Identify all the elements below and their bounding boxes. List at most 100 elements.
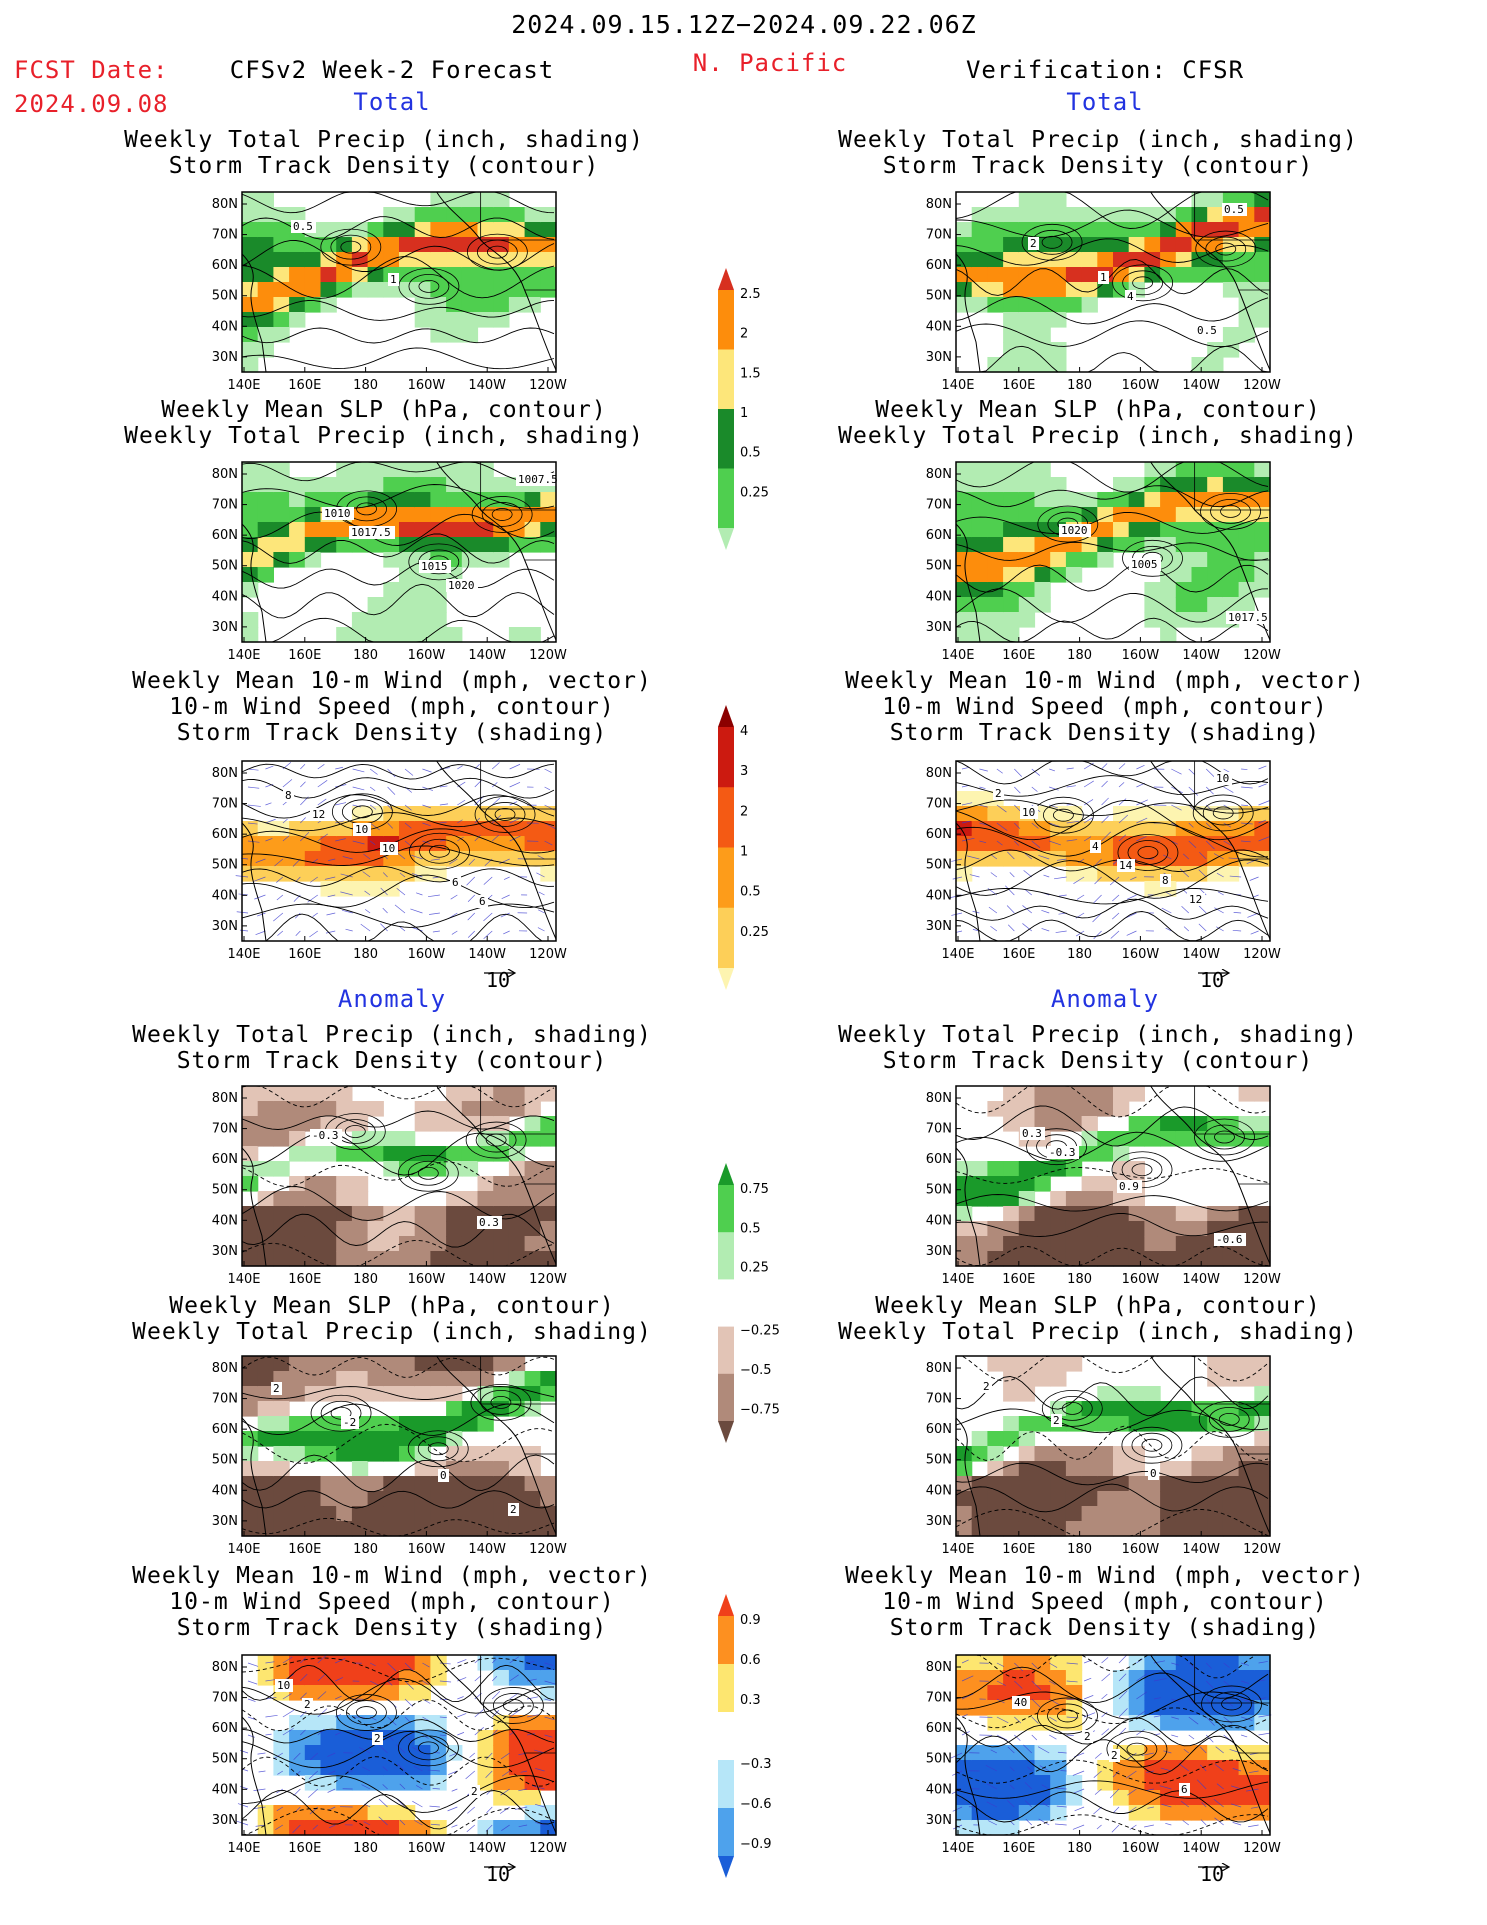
shade-cell (1034, 522, 1051, 538)
shade-cell (1113, 1446, 1130, 1462)
shade-cell (446, 297, 463, 313)
contour-line (241, 1356, 555, 1378)
shade-cell (336, 1386, 353, 1402)
wind-vector (1037, 1746, 1050, 1754)
wind-vector (527, 1714, 539, 1718)
colorbar-svg: 0.90.60.3−0.3−0.6−0.9 (718, 1594, 772, 1878)
shade-cell (477, 552, 494, 568)
contour-line (241, 347, 555, 370)
wind-vector (1112, 912, 1120, 920)
shade-cell (367, 1820, 384, 1836)
lon-label: 160W (1122, 1272, 1160, 1287)
contour-ring (502, 1699, 524, 1712)
title-line: Weekly Mean 10-m Wind (mph, vector) (845, 1563, 1365, 1589)
map-right-slp-precip: 1005 1017.5 1020 80N 70N 60N 50N 40N 30N 140E 160E… (922, 456, 1281, 676)
wind-vector (335, 820, 344, 824)
shade-cell (971, 537, 988, 553)
shade-cell (971, 1745, 988, 1761)
contour-ring (1194, 1118, 1255, 1156)
shade-cell (1175, 207, 1193, 223)
wind-vector (335, 838, 346, 842)
contour-line (955, 1780, 1269, 1799)
lat-label: 60N (926, 1422, 952, 1437)
shade-cell (461, 297, 479, 313)
map-frame (241, 461, 557, 643)
shade-cell (1160, 597, 1177, 613)
lon-label: 120W (1243, 648, 1281, 663)
shade-cell (430, 1820, 447, 1836)
coastline (241, 822, 267, 942)
shade-cell (257, 821, 274, 837)
shade-cell (524, 1386, 541, 1402)
shade-cell (383, 1416, 400, 1432)
wind-vector (1165, 1822, 1172, 1826)
shade-cell (1144, 1416, 1161, 1432)
shade-cell (1144, 1206, 1161, 1222)
shade-cell (1144, 1685, 1161, 1701)
shade-cell (1207, 1506, 1224, 1522)
colorbar-track-total: 4 3 2 1 0.5 0.25 (718, 705, 798, 998)
shade-cell (399, 222, 416, 238)
contour-ring (490, 1395, 512, 1409)
contour-ring (1121, 1157, 1163, 1183)
shade-cell (336, 821, 353, 837)
wind-vector (1141, 1752, 1154, 1756)
shade-cell (1238, 1416, 1255, 1432)
shade-cell (273, 1116, 290, 1132)
shade-cell (1207, 1221, 1224, 1237)
wind-vector (491, 797, 501, 806)
contour-line (241, 461, 555, 482)
wind-vector (527, 1696, 539, 1700)
map-frame (241, 1085, 557, 1267)
shade-cell (461, 1251, 479, 1267)
wind-vector (273, 1752, 284, 1759)
shade-cell (1018, 597, 1036, 613)
shade-cell (1160, 222, 1177, 238)
shade-cell (1191, 207, 1208, 223)
shade-cell (367, 612, 384, 628)
contour-line (241, 1719, 555, 1744)
contour-line (241, 256, 555, 299)
wind-vector (1054, 1787, 1067, 1790)
shade-cell (304, 492, 322, 508)
shade-cell (367, 1506, 384, 1522)
shade-cell (1254, 1386, 1271, 1402)
wind-vector (277, 1770, 284, 1775)
shade-cell (1050, 1236, 1067, 1252)
shade-cell (257, 1491, 274, 1507)
shade-cell (956, 1655, 973, 1671)
shade-cell (430, 597, 447, 613)
shade-cell (1175, 582, 1193, 598)
shade-cell (242, 1446, 259, 1462)
shade-cell (1097, 1386, 1114, 1402)
shade-cell (461, 851, 479, 867)
shade-cell (273, 552, 290, 568)
shade-cell (367, 252, 384, 268)
shade-cell (383, 462, 400, 478)
shade-cell (524, 507, 541, 523)
shade-cell (956, 1521, 973, 1537)
contour-ring (1106, 1730, 1168, 1768)
shade-cell (430, 1101, 447, 1117)
shade-cell (540, 1221, 557, 1237)
shade-cell (242, 1146, 259, 1162)
shade-cell (1160, 567, 1177, 583)
shade-cell (273, 252, 290, 268)
contour-line (955, 849, 1269, 872)
wind-vector (466, 1824, 476, 1833)
contour-label-bg (1117, 1180, 1142, 1193)
shade-cell (1003, 1805, 1020, 1821)
shade-cell (1144, 267, 1161, 283)
shade-cell (351, 1206, 369, 1222)
wind-vector (1223, 1680, 1233, 1688)
wind-vector (255, 930, 266, 935)
coastline (436, 461, 557, 641)
shade-cell (1160, 1760, 1177, 1776)
shade-cell (956, 492, 973, 508)
wind-vector (1188, 786, 1199, 796)
shade-cell (1065, 1670, 1083, 1686)
wind-vector (1066, 820, 1079, 824)
contour-ring (1042, 802, 1084, 828)
contour-ring (407, 1160, 449, 1186)
wind-vector (439, 1662, 451, 1665)
